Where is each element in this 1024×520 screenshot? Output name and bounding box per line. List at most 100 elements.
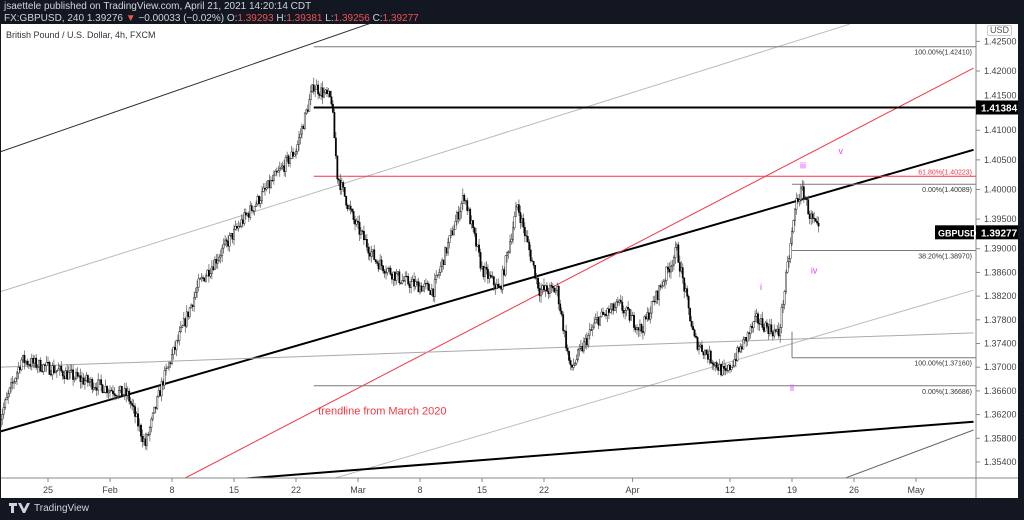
candle	[742, 339, 745, 350]
candle	[612, 303, 615, 311]
time-tick-label: 15	[477, 485, 487, 495]
candle	[104, 386, 107, 393]
candle	[286, 155, 289, 158]
candle	[230, 233, 232, 236]
candle	[48, 362, 51, 375]
candle	[608, 308, 610, 313]
candle	[484, 267, 486, 277]
candle	[197, 278, 200, 288]
candle	[172, 346, 175, 355]
candle	[326, 89, 328, 94]
candle	[748, 332, 751, 334]
candle	[53, 365, 55, 373]
candle	[86, 375, 89, 383]
candle	[61, 370, 64, 377]
candle	[60, 365, 63, 372]
candle	[808, 213, 811, 219]
candle	[410, 281, 413, 288]
candle	[363, 231, 365, 241]
candle	[209, 273, 212, 277]
candle	[239, 225, 241, 227]
candle	[512, 227, 514, 240]
candle	[89, 379, 92, 383]
candle	[404, 275, 407, 282]
chart-frame[interactable]	[1, 24, 1018, 498]
candle	[703, 350, 706, 356]
candle	[27, 364, 30, 366]
candle	[798, 199, 801, 202]
currency-button[interactable]: USD	[987, 25, 1013, 36]
candle	[667, 266, 669, 270]
candle	[240, 219, 243, 227]
candle	[544, 285, 547, 291]
candle	[231, 233, 234, 240]
level-price-tag-text: 1.41384	[981, 103, 1018, 114]
candle	[85, 375, 88, 381]
candle	[39, 360, 42, 372]
candle	[281, 165, 284, 168]
candle	[368, 253, 371, 257]
candle	[577, 349, 579, 361]
candle	[47, 362, 49, 364]
candle	[402, 280, 405, 282]
candle	[807, 199, 810, 215]
candle	[2, 407, 5, 415]
candle	[181, 325, 184, 328]
candle	[618, 299, 621, 303]
candle	[370, 251, 373, 257]
trendline	[1, 332, 974, 368]
candle	[210, 266, 213, 274]
candle	[168, 362, 170, 368]
candle	[75, 372, 77, 379]
candle	[752, 321, 755, 328]
candle	[696, 337, 699, 350]
candle	[20, 359, 23, 371]
candle	[631, 315, 634, 317]
candle	[816, 221, 818, 224]
candle	[408, 283, 411, 288]
candle	[103, 392, 105, 394]
candle	[171, 354, 173, 364]
candle	[216, 259, 219, 264]
candle	[603, 313, 606, 315]
candle	[602, 311, 604, 315]
price-tick-label: 1.39500	[984, 214, 1017, 224]
candle	[1, 419, 2, 427]
candle	[225, 239, 228, 242]
candle	[234, 226, 237, 230]
candle	[791, 231, 793, 244]
candle	[391, 274, 393, 280]
candle	[51, 365, 54, 376]
candle	[692, 326, 694, 331]
candle	[574, 363, 576, 366]
candle	[107, 391, 110, 394]
candle	[128, 390, 131, 402]
candle	[10, 382, 12, 389]
fib-level-label: 0.00%(1.40089)	[922, 187, 972, 194]
candle	[494, 284, 497, 289]
candle	[546, 285, 548, 292]
candle	[392, 271, 395, 280]
candle	[613, 307, 616, 311]
candle	[162, 381, 165, 386]
change: −0.00033 (−0.02%)	[138, 13, 225, 24]
candle	[683, 277, 686, 292]
candle	[379, 259, 382, 270]
candle	[79, 375, 82, 382]
candle	[267, 180, 269, 189]
candle	[767, 326, 770, 334]
candle	[482, 266, 485, 277]
candle	[256, 196, 259, 205]
candle	[222, 243, 225, 249]
candle	[761, 318, 764, 328]
candle	[305, 109, 308, 114]
candle	[224, 239, 227, 245]
candle	[385, 272, 387, 274]
candle	[278, 168, 281, 171]
candle	[146, 434, 148, 446]
candle	[169, 362, 172, 364]
candle	[414, 281, 417, 287]
candle	[332, 103, 334, 113]
candle	[553, 287, 556, 293]
